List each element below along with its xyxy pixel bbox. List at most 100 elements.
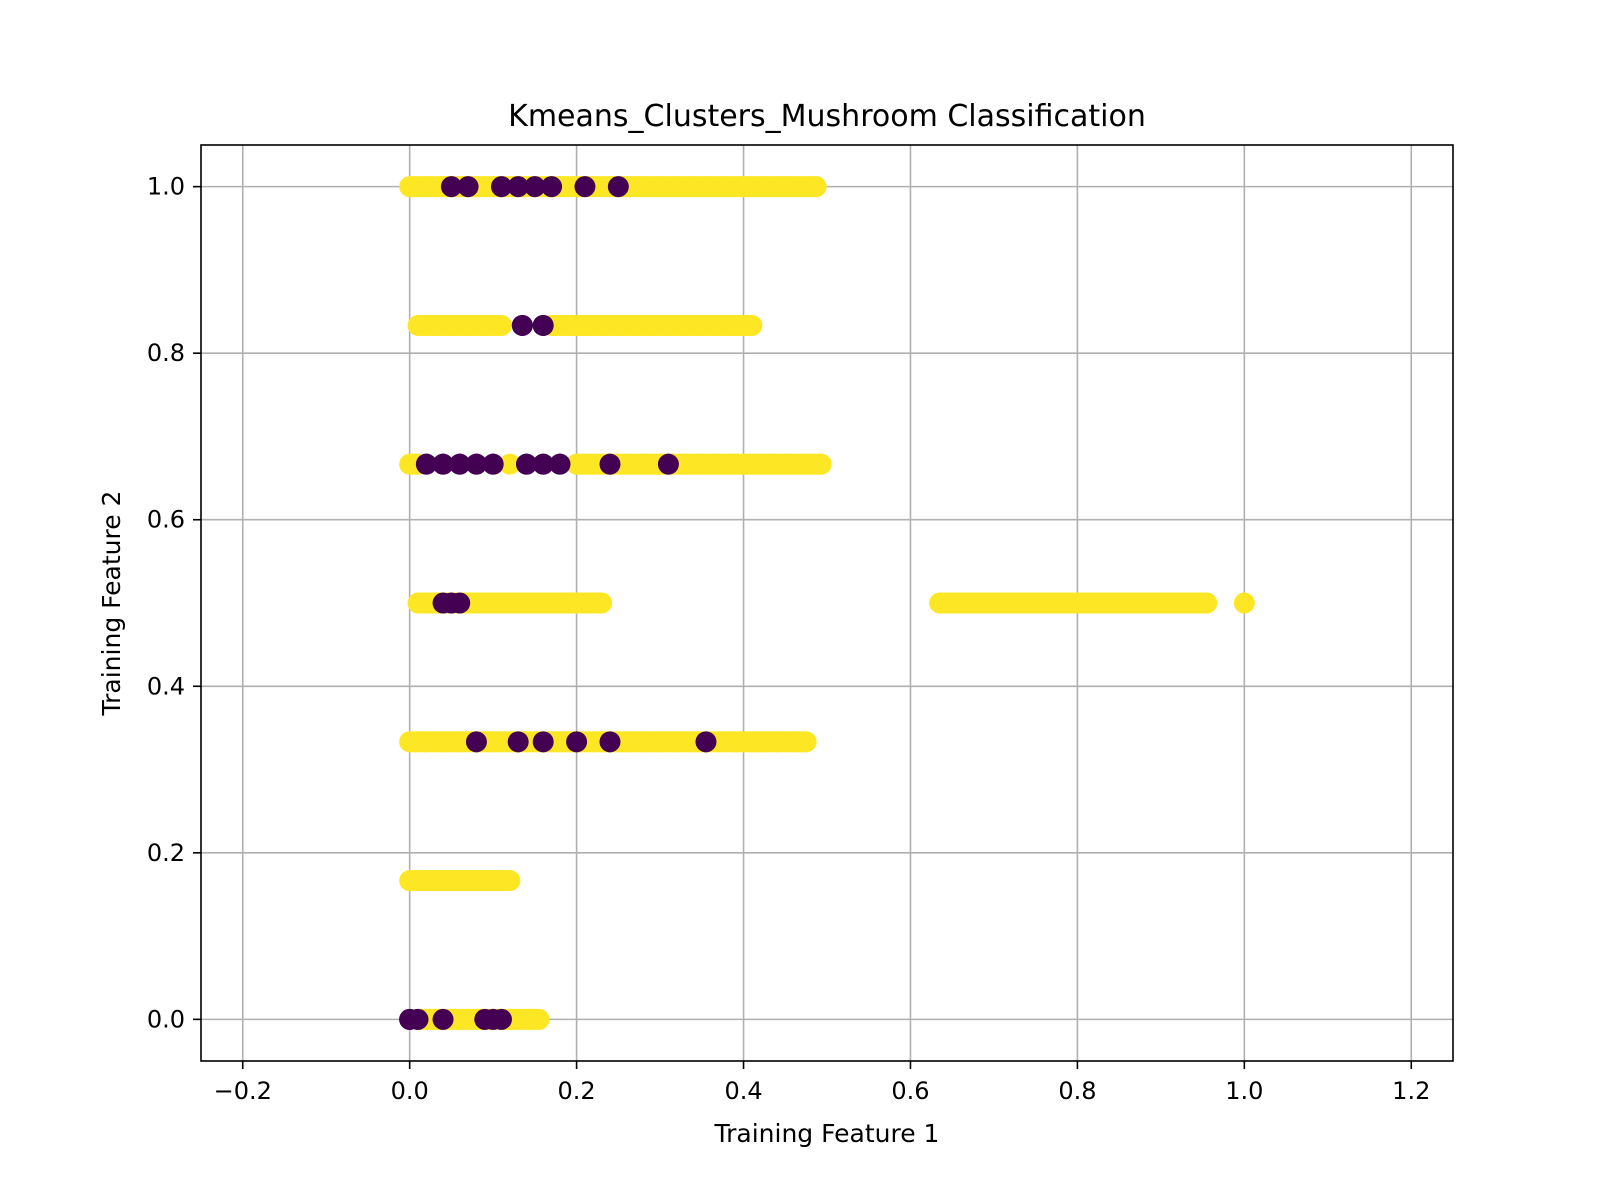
- data-point-band-cluster-1: [418, 592, 435, 614]
- data-point-band-cluster-1: [676, 731, 694, 753]
- data-point-band-cluster-1: [443, 731, 460, 753]
- x-tick-label: −0.2: [214, 1077, 272, 1105]
- data-point-band-cluster-1: [718, 314, 736, 336]
- data-point-band-cluster-1: [685, 314, 702, 336]
- data-point-band-cluster-1: [660, 731, 677, 753]
- data-point-band-cluster-1: [768, 453, 786, 475]
- data-point-band-cluster-1: [676, 176, 694, 198]
- grid: [201, 145, 1453, 1061]
- y-tick-label: 0.8: [147, 339, 185, 367]
- data-point-band-cluster-1: [484, 592, 502, 614]
- data-point-band-cluster-1: [626, 453, 644, 475]
- data-point-cluster-0: [549, 453, 571, 475]
- data-point-band-cluster-1: [626, 176, 644, 198]
- data-point-band-cluster-1: [735, 453, 752, 475]
- data-point-band-cluster-1: [635, 314, 652, 336]
- data-point-band-cluster-1: [459, 1008, 477, 1030]
- data-point-band-cluster-1: [468, 314, 485, 336]
- data-point-band-cluster-1: [476, 870, 494, 892]
- data-point-band-cluster-1: [1144, 592, 1161, 614]
- data-point-cluster-0: [599, 731, 621, 753]
- data-point-band-cluster-1: [1110, 592, 1128, 614]
- data-point-band-cluster-1: [426, 176, 444, 198]
- plot-frame: [200, 144, 1454, 1062]
- data-point-band-cluster-1: [409, 176, 427, 198]
- y-axis-label: Training Feature 2: [97, 491, 126, 717]
- data-point-band-cluster-1: [660, 176, 677, 198]
- data-point-band-cluster-1: [970, 592, 994, 614]
- data-point-band-cluster-1: [710, 176, 727, 198]
- data-point-band-cluster-1: [651, 314, 669, 336]
- data-point-band-cluster-1: [434, 314, 452, 336]
- data-point-band-cluster-1: [601, 314, 619, 336]
- data-point-band-cluster-1: [409, 731, 427, 753]
- data-point-band-cluster-1: [568, 592, 585, 614]
- data-point-band-cluster-1: [785, 453, 822, 475]
- chart-title: Kmeans_Clusters_Mushroom Classification: [508, 99, 1146, 134]
- data-point-cluster-0: [532, 453, 554, 475]
- data-point-cluster-0: [490, 1008, 512, 1030]
- data-point-band-cluster-1: [701, 314, 719, 336]
- data-point-cluster-0: [507, 731, 529, 753]
- y-tick-label: 0.2: [147, 839, 185, 867]
- y-tick-label: 0.0: [147, 1005, 185, 1033]
- data-point-band-cluster-1: [993, 592, 1011, 614]
- data-point-cluster-0: [465, 731, 487, 753]
- data-point-band-cluster-1: [718, 731, 736, 753]
- data-point-band-cluster-1: [760, 176, 777, 198]
- data-point-band-cluster-1: [526, 1008, 540, 1030]
- data-point-cluster-1: [499, 453, 521, 475]
- data-point-band-cluster-1: [576, 453, 594, 475]
- data-point-cluster-0: [532, 731, 554, 753]
- data-point-band-cluster-1: [443, 870, 460, 892]
- data-point-band-cluster-1: [584, 314, 602, 336]
- data-point-band-cluster-1: [643, 176, 661, 198]
- data-point-band-cluster-1: [1094, 592, 1111, 614]
- data-point-band-cluster-1: [760, 731, 777, 753]
- data-point-band-cluster-1: [701, 453, 719, 475]
- data-point-band-cluster-1: [409, 870, 427, 892]
- data-points: [399, 176, 1255, 1030]
- data-point-band-cluster-1: [518, 592, 535, 614]
- data-point-band-cluster-1: [418, 314, 435, 336]
- data-point-cluster-0: [465, 453, 487, 475]
- data-point-band-cluster-1: [1127, 592, 1145, 614]
- data-point-cluster-0: [607, 176, 629, 198]
- data-point-cluster-0: [524, 176, 546, 198]
- data-point-band-cluster-1: [693, 176, 711, 198]
- data-point-band-cluster-1: [643, 453, 661, 475]
- x-tick-label: 0.4: [724, 1077, 762, 1105]
- data-point-band-cluster-1: [735, 731, 752, 753]
- x-axis-label: Training Feature 1: [714, 1119, 940, 1148]
- data-point-band-cluster-1: [685, 453, 702, 475]
- data-point-band-cluster-1: [484, 314, 502, 336]
- data-point-cluster-0: [507, 176, 529, 198]
- data-point-band-cluster-1: [584, 592, 602, 614]
- data-point-cluster-0: [449, 453, 471, 475]
- data-point-cluster-0: [490, 176, 512, 198]
- data-point-band-cluster-1: [426, 731, 444, 753]
- data-point-band-cluster-1: [468, 592, 485, 614]
- data-point-cluster-0: [432, 1008, 454, 1030]
- data-point-cluster-0: [415, 453, 437, 475]
- data-point-cluster-0: [482, 453, 504, 475]
- data-point-band-cluster-1: [776, 731, 794, 753]
- data-point-band-cluster-1: [1077, 592, 1095, 614]
- data-point-cluster-0: [657, 453, 679, 475]
- data-point-band-cluster-1: [568, 314, 585, 336]
- data-point-band-cluster-1: [618, 314, 636, 336]
- data-point-band-cluster-1: [551, 592, 569, 614]
- y-tick-label: 1.0: [147, 173, 185, 201]
- data-point-band-cluster-1: [785, 176, 817, 198]
- data-point-band-cluster-1: [451, 314, 469, 336]
- axis-ticks: −0.2 0.0 0.2 0.4 0.6 0.8 1.0 1.2 0.0 0.2 0.4 0.6 0.8…: [147, 173, 1431, 1105]
- x-tick-label: 1.2: [1392, 1077, 1430, 1105]
- data-point-band-cluster-1: [509, 1008, 527, 1030]
- data-point-cluster-0: [599, 453, 621, 475]
- data-point-band-cluster-1: [409, 453, 419, 475]
- data-point-band-cluster-1: [476, 176, 494, 198]
- data-point-band-cluster-1: [1044, 592, 1061, 614]
- data-point-band-cluster-1: [551, 314, 569, 336]
